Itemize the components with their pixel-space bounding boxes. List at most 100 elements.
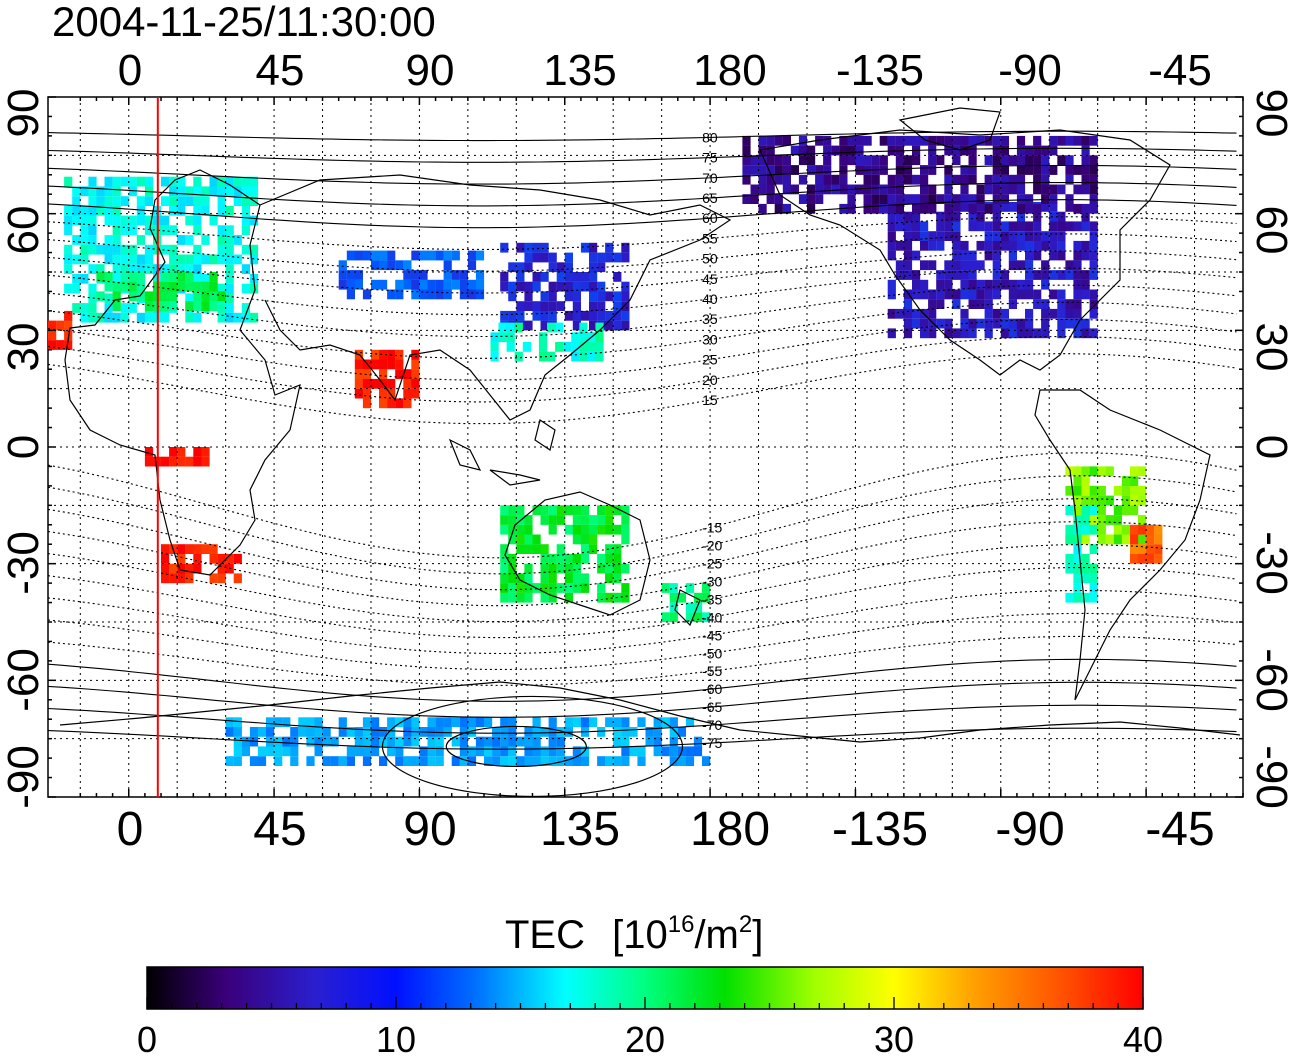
tec-cell: [766, 155, 775, 166]
tec-cell: [112, 196, 121, 206]
tec-cell: [282, 717, 291, 728]
tec-cell: [879, 184, 888, 195]
tec-cell: [467, 289, 477, 300]
tec-cell: [669, 736, 678, 747]
tec-cell: [371, 260, 380, 271]
tec-cell: [72, 283, 81, 294]
tec-cell: [807, 155, 816, 166]
tec-cell: [548, 553, 557, 564]
tec-cell: [920, 194, 929, 204]
tec-cell: [572, 573, 581, 584]
magnetic-latitude-contour: [48, 250, 1237, 294]
tec-cell: [928, 194, 937, 204]
tec-cell: [516, 281, 525, 292]
tec-cell: [579, 322, 588, 333]
tec-cell: [322, 727, 331, 737]
bottom-lon-label: 0: [117, 803, 144, 856]
tec-cell: [427, 289, 436, 300]
tec-cell: [863, 184, 872, 195]
tec-cell: [516, 592, 525, 603]
tec-cell: [532, 505, 541, 516]
tec-cell: [540, 756, 549, 766]
tec-cell: [903, 155, 913, 166]
tec-cell: [548, 252, 557, 263]
tec-cell: [459, 736, 468, 747]
tec-cell: [1049, 211, 1058, 222]
tec-cell: [1073, 592, 1082, 603]
tec-cell: [928, 165, 937, 175]
tec-cell: [516, 272, 525, 282]
tec-cell: [1008, 202, 1017, 212]
tec-cell: [354, 378, 363, 389]
axis-ticks: [48, 96, 1244, 798]
tec-cell: [516, 262, 525, 273]
magnetic-latitude-label: -55: [702, 663, 722, 679]
tec-cell: [524, 534, 533, 545]
tec-cell: [225, 553, 234, 564]
tec-cell: [451, 756, 460, 766]
tec-cell: [597, 310, 606, 321]
tec-cell: [1041, 299, 1050, 309]
tec-cell: [782, 135, 791, 146]
tec-cell: [887, 135, 896, 146]
tec-cell: [514, 351, 523, 362]
tec-cell: [928, 308, 937, 319]
tec-cell: [1008, 231, 1017, 241]
tec-cell: [451, 270, 460, 280]
tec-cell: [984, 155, 993, 166]
tec-cell: [928, 184, 937, 195]
tec-cell: [419, 250, 428, 261]
tec-cell: [920, 165, 929, 175]
tec-cell: [1049, 250, 1058, 261]
tec-cell: [540, 563, 549, 574]
tec-cell: [984, 221, 993, 232]
tec-cell: [693, 612, 703, 623]
tec-cell: [1016, 135, 1026, 146]
tec-cell: [435, 250, 444, 261]
tec-cell: [443, 260, 452, 271]
tec-cell: [1113, 524, 1122, 535]
tec-cell: [395, 756, 404, 766]
top-lon-label: 135: [543, 46, 616, 95]
tec-cell: [968, 194, 977, 204]
tec-cell: [1057, 270, 1066, 280]
tec-cell: [395, 349, 404, 360]
tec-cell: [508, 746, 517, 757]
tec-cell: [912, 211, 921, 222]
tec-cell: [1073, 184, 1082, 195]
tec-cell: [774, 155, 783, 166]
tec-cell: [556, 746, 565, 757]
tec-cell: [508, 573, 517, 584]
magnetic-latitude-contour: [48, 164, 1237, 185]
tec-cell: [354, 736, 363, 747]
tec-cell: [241, 205, 250, 216]
tec-cell: [64, 330, 73, 341]
tec-cell: [1154, 544, 1163, 554]
tec-cell: [112, 291, 121, 302]
left-lat-label: 30: [0, 323, 48, 372]
tec-cell: [944, 165, 953, 175]
tec-cell: [161, 456, 170, 467]
tec-cell: [1049, 270, 1058, 280]
tec-cell: [1089, 573, 1098, 584]
tec-cell: [538, 351, 548, 362]
tec-cell: [177, 264, 186, 274]
tec-cell: [371, 250, 380, 261]
tec-cell: [1089, 466, 1098, 477]
tec-cell: [758, 174, 767, 185]
tec-cell: [597, 262, 606, 273]
tec-cell: [960, 135, 969, 146]
tec-cell: [209, 281, 218, 292]
tec-cell: [1041, 184, 1050, 195]
tec-cell: [508, 563, 517, 574]
tec-cell: [839, 174, 848, 185]
tec-cell: [992, 211, 1001, 222]
tec-cell: [589, 320, 598, 331]
tec-cell: [903, 289, 913, 300]
tec-cell: [1121, 505, 1131, 516]
tec-cell: [597, 301, 606, 311]
colorbar-tick-label: 10: [376, 1019, 416, 1057]
tec-cell: [823, 174, 832, 185]
tec-cell: [96, 264, 105, 274]
